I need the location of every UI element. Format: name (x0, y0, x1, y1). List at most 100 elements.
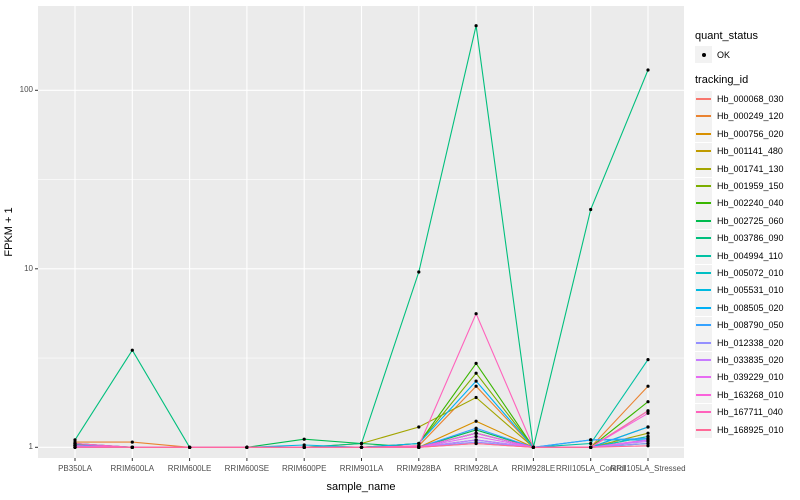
legend-key (695, 247, 712, 265)
data-point (417, 425, 421, 429)
data-point (474, 419, 478, 423)
x-tick-label: RRIM901LA (339, 464, 384, 473)
legend-item-label: Hb_000068_030 (717, 94, 784, 104)
legend-item-ok: OK (695, 46, 730, 63)
legend-item-label: Hb_003786_090 (717, 233, 784, 244)
legend-item-Hb_005072_010: Hb_005072_010 (695, 264, 784, 282)
data-point (130, 440, 134, 444)
legend-item-Hb_001141_480: Hb_001141_480 (695, 142, 783, 160)
data-point (646, 400, 650, 404)
legend-item-Hb_033835_020: Hb_033835_020 (695, 351, 784, 369)
legend-item-label: Hb_008505_020 (717, 302, 784, 313)
line-swatch-icon (696, 428, 711, 431)
legend-item-label: OK (717, 49, 731, 60)
legend-key (695, 368, 712, 386)
data-point (130, 445, 134, 449)
legend-item-label: Hb_004994_110 (717, 250, 783, 261)
legend-key (695, 90, 712, 108)
data-point (474, 441, 478, 446)
data-point (474, 395, 478, 400)
data-point (474, 312, 478, 316)
legend-title-quant-status: quant_status (695, 30, 758, 42)
legend-item-label: Hb_000756_020 (717, 128, 784, 139)
legend-item-label: Hb_002240_040 (717, 198, 784, 209)
legend-item-Hb_039229_010: Hb_039229_010 (695, 368, 784, 386)
data-point (474, 438, 478, 442)
x-tick-label: PB350LA (58, 464, 92, 473)
legend-key (695, 386, 712, 404)
line-swatch-icon (696, 289, 711, 292)
data-point (646, 444, 650, 448)
data-point (646, 411, 650, 415)
legend-item-label: Hb_005072_010 (717, 268, 784, 278)
legend-key (695, 403, 712, 421)
legend-key (695, 107, 712, 125)
x-tick-label: RRIM600LA (110, 464, 155, 473)
legend-key-ok (695, 46, 712, 63)
legend-item-Hb_002240_040: Hb_002240_040 (695, 194, 784, 212)
y-tick-label: 1 (28, 442, 33, 452)
line-swatch-icon (696, 376, 711, 379)
data-point (302, 437, 306, 441)
data-point (474, 434, 478, 439)
data-point (531, 445, 536, 449)
legend-key (695, 194, 712, 212)
legend-item-Hb_000068_030: Hb_000068_030 (695, 90, 784, 108)
legend-item-Hb_012338_020: Hb_012338_020 (695, 334, 784, 352)
legend-key (695, 229, 712, 247)
legend-item-label: Hb_033835_020 (717, 355, 784, 365)
x-tick-label: RRIM600LE (167, 464, 212, 473)
legend-key (695, 177, 712, 195)
data-point (302, 445, 306, 449)
legend-item-label: Hb_001741_130 (717, 163, 784, 174)
data-point (359, 445, 364, 449)
y-tick-label: 10 (24, 263, 33, 273)
legend-item-Hb_168925_010: Hb_168925_010 (695, 421, 784, 439)
line-swatch-icon (696, 185, 711, 187)
data-point (245, 445, 249, 449)
legend-item-Hb_005531_010: Hb_005531_010 (695, 281, 784, 299)
data-point (188, 445, 192, 449)
data-point (589, 441, 593, 446)
legend-item-label: Hb_167711_040 (717, 407, 783, 418)
x-tick-label: RRIM600PE (281, 464, 327, 473)
data-point (589, 445, 593, 449)
x-tick-label: RRIM928BA (396, 464, 442, 473)
legend-key (695, 351, 712, 369)
data-point (474, 379, 478, 383)
data-point (73, 445, 77, 449)
legend-item-Hb_000249_120: Hb_000249_120 (695, 107, 784, 125)
legend-item-Hb_001959_150: Hb_001959_150 (695, 177, 784, 195)
legend-key (695, 264, 712, 282)
data-point (646, 438, 650, 442)
line-swatch-icon (696, 219, 711, 222)
legend-item-Hb_003786_090: Hb_003786_090 (695, 229, 784, 247)
y-tick-label: 100 (19, 85, 33, 95)
legend-item-Hb_163268_010: Hb_163268_010 (695, 386, 784, 404)
line-swatch-icon (696, 98, 711, 100)
data-point (646, 425, 650, 429)
x-tick-label: RRIM928LE (511, 464, 556, 473)
point-icon (701, 52, 706, 57)
data-point (474, 24, 478, 28)
data-point (646, 384, 650, 388)
x-tick-label: RRIM928LA (454, 464, 498, 473)
legend-item-label: Hb_163268_010 (717, 389, 784, 400)
legend-key (695, 316, 712, 334)
legend-item-label: Hb_168925_010 (717, 424, 784, 435)
x-tick-label: RRIM600SE (224, 464, 270, 473)
legend-key (695, 421, 712, 439)
legend-item-label: Hb_005531_010 (717, 285, 784, 296)
line-swatch-icon (696, 306, 711, 309)
legend-item-label: Hb_012338_020 (717, 337, 784, 348)
x-tick-label: RRII105LA_Stressed (610, 464, 686, 473)
legend-key (695, 334, 712, 352)
x-axis-title: sample_name (326, 481, 396, 493)
legend-key (695, 125, 712, 143)
data-point (646, 409, 650, 413)
y-axis-title: FPKM + 1 (3, 207, 15, 257)
legend-item-label: Hb_001959_150 (717, 181, 784, 191)
legend-key (695, 160, 712, 178)
